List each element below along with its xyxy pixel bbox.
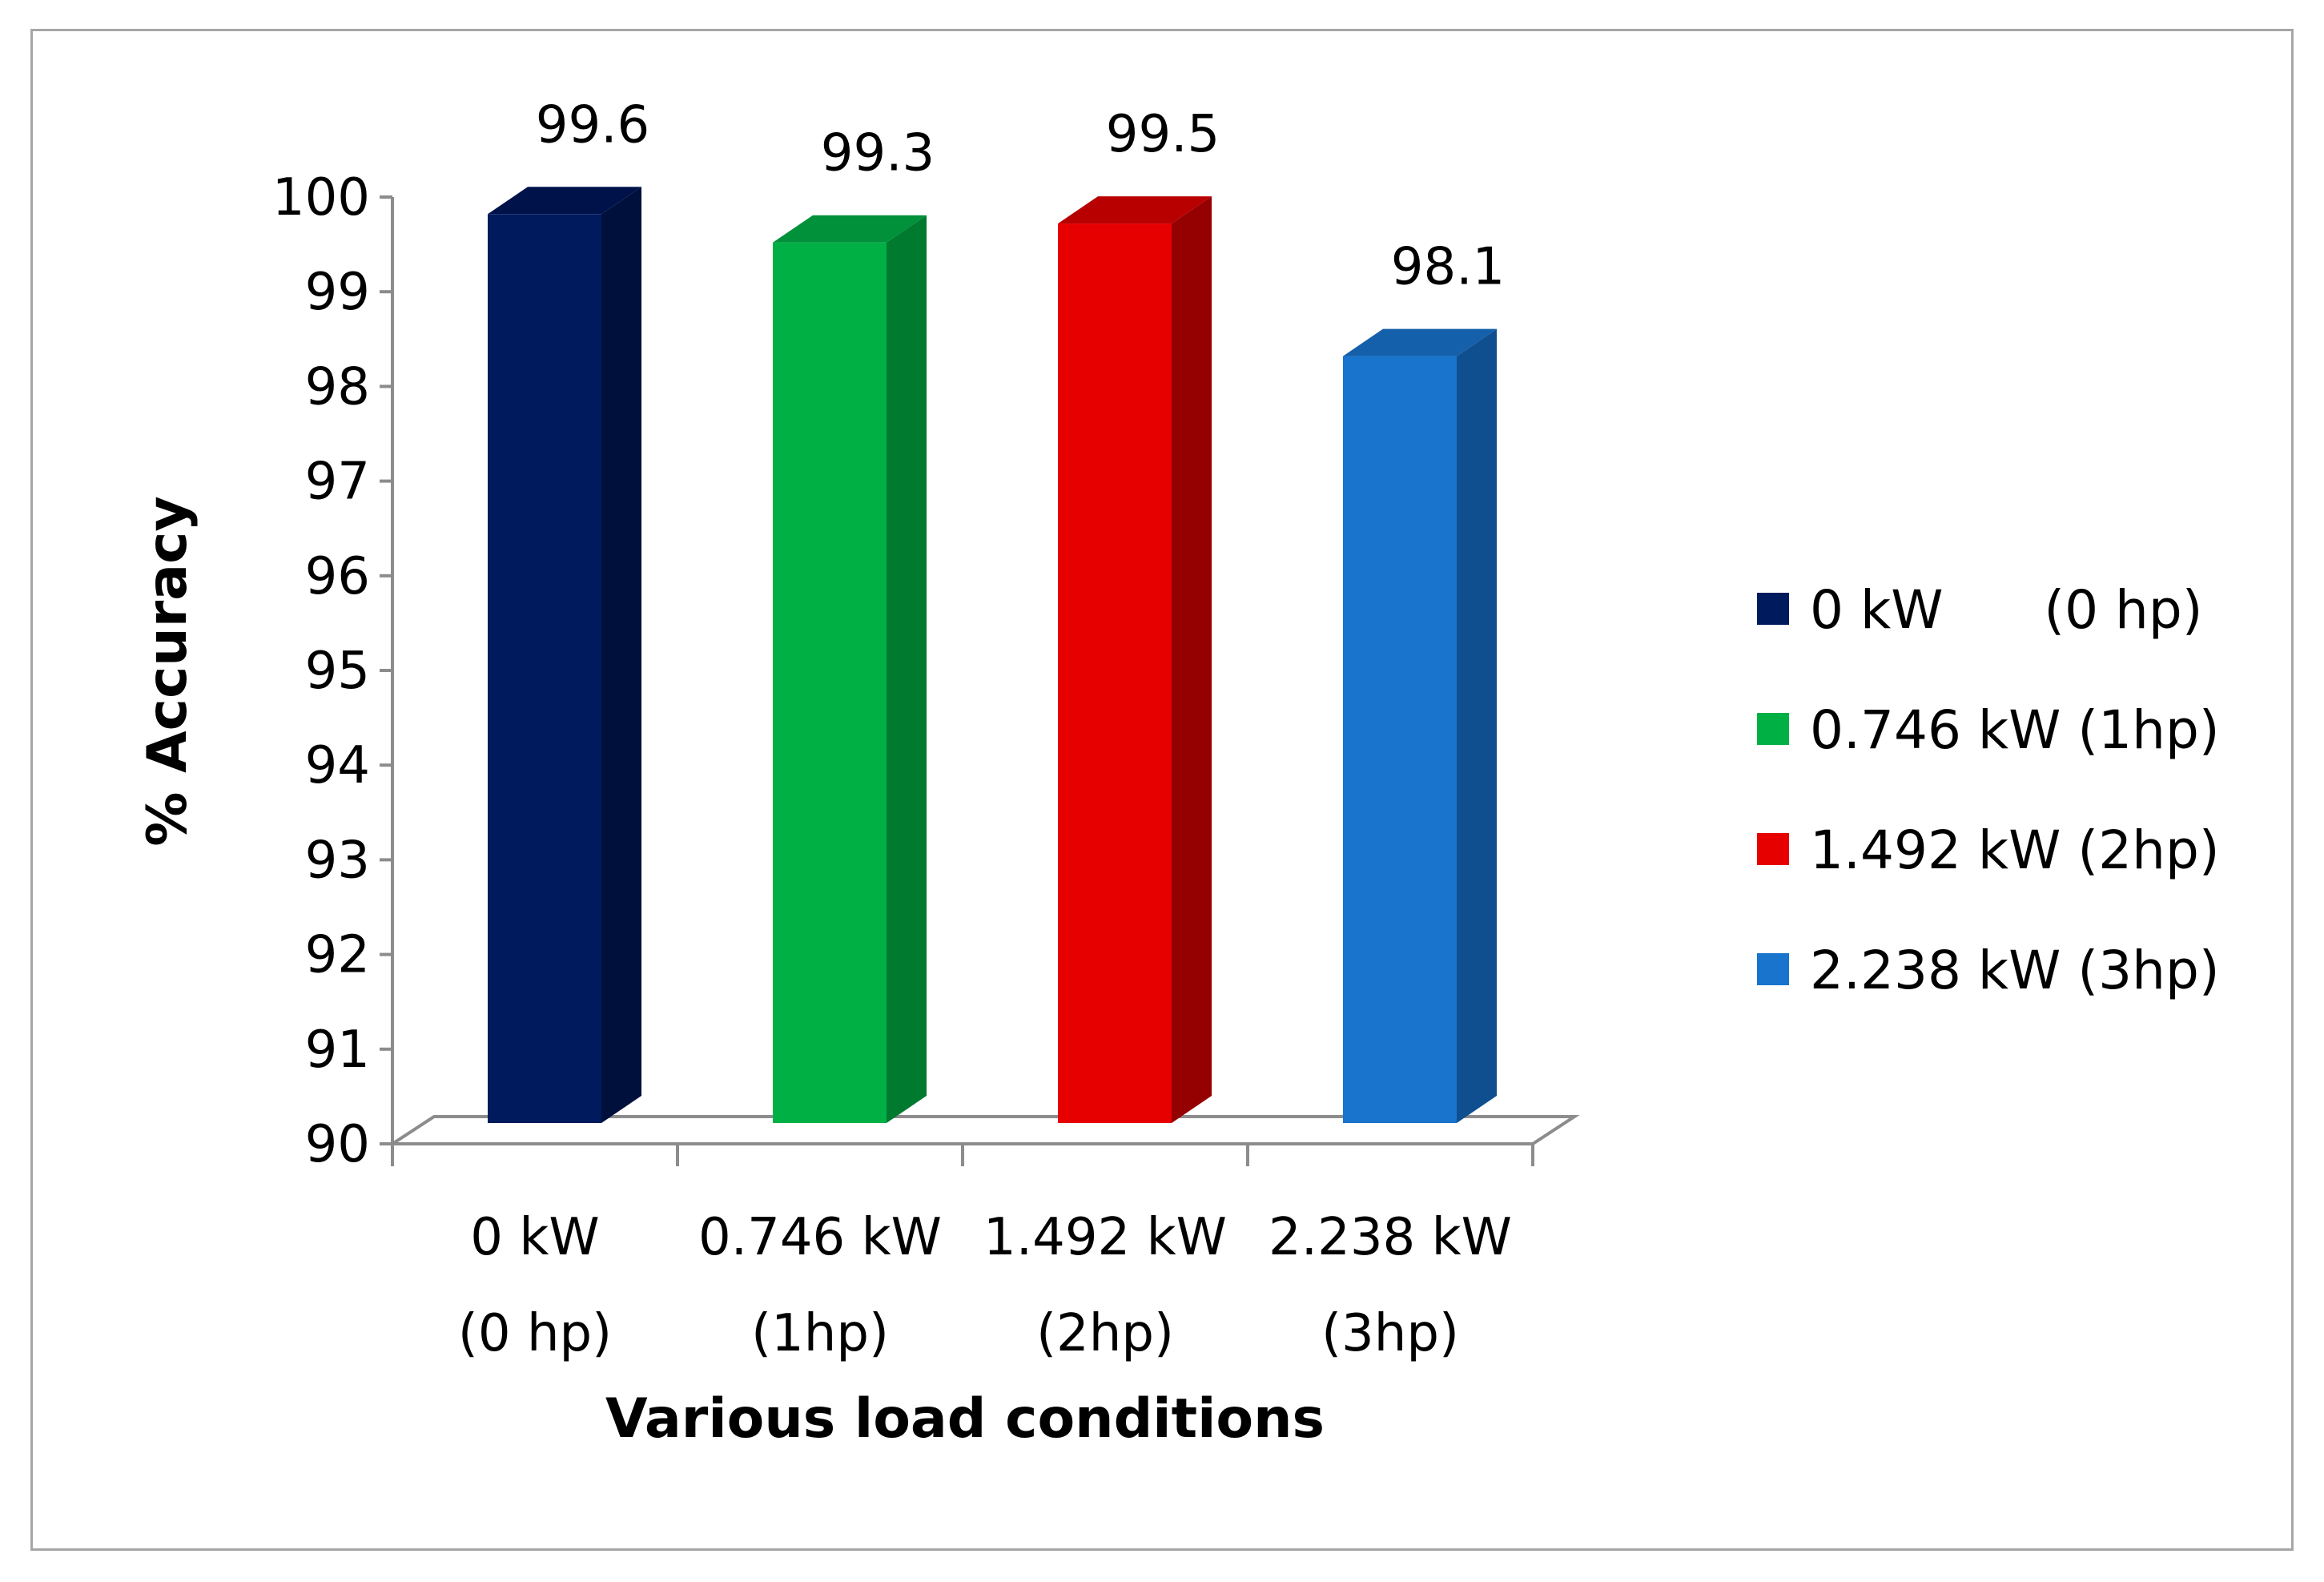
data-label: 98.1 [1391,238,1506,297]
y-tick-label: 90 [305,1115,370,1174]
legend-label: 0.746 kW (1hp) [1810,699,2220,761]
x-tick-label: 0 kW [470,1208,599,1267]
y-tick-label: 100 [272,168,370,227]
bar [488,214,601,1123]
legend-label: 1.492 kW (2hp) [1810,819,2220,881]
y-axis-title: % Accuracy [136,496,199,847]
y-tick-label: 94 [305,736,370,795]
x-tick-label: (1hp) [751,1304,889,1363]
legend-label: 2.238 kW (3hp) [1810,940,2220,1001]
legend-swatch [1757,833,1789,865]
legend-label: 0 kW (0 hp) [1810,579,2203,641]
data-label: 99.5 [1106,105,1220,164]
y-tick-label: 97 [305,453,370,512]
bar-top [488,187,641,215]
x-tick-label: (0 hp) [458,1304,612,1363]
x-axis-title: Various load conditions [605,1387,1325,1451]
bar [1343,356,1457,1124]
x-tick-label: 2.238 kW [1269,1208,1512,1267]
bar-side [1172,196,1212,1124]
y-tick-label: 99 [305,263,370,322]
data-label: 99.3 [821,124,935,183]
y-tick-label: 91 [305,1020,370,1080]
y-tick-label: 93 [305,831,370,890]
legend-swatch [1757,593,1789,625]
bar-side [1457,328,1497,1124]
x-tick-label: 1.492 kW [983,1208,1227,1267]
bar [1058,223,1172,1124]
bar [773,242,887,1123]
bar-top [773,215,927,243]
bar-side [887,215,927,1123]
y-tick-label: 98 [305,357,370,417]
y-tick-label: 92 [305,926,370,985]
x-tick-label: 0.746 kW [698,1208,942,1267]
y-tick-label: 96 [305,547,370,606]
bar-top [1058,196,1212,224]
legend-swatch [1757,713,1789,745]
x-tick-label: (3hp) [1321,1304,1459,1363]
legend-swatch [1757,953,1789,985]
y-tick-label: 95 [305,642,370,701]
bar-top [1343,328,1497,356]
x-tick-label: (2hp) [1036,1304,1174,1363]
bar-side [601,187,641,1123]
chart-floor [387,1115,1580,1145]
data-label: 99.6 [536,95,650,155]
